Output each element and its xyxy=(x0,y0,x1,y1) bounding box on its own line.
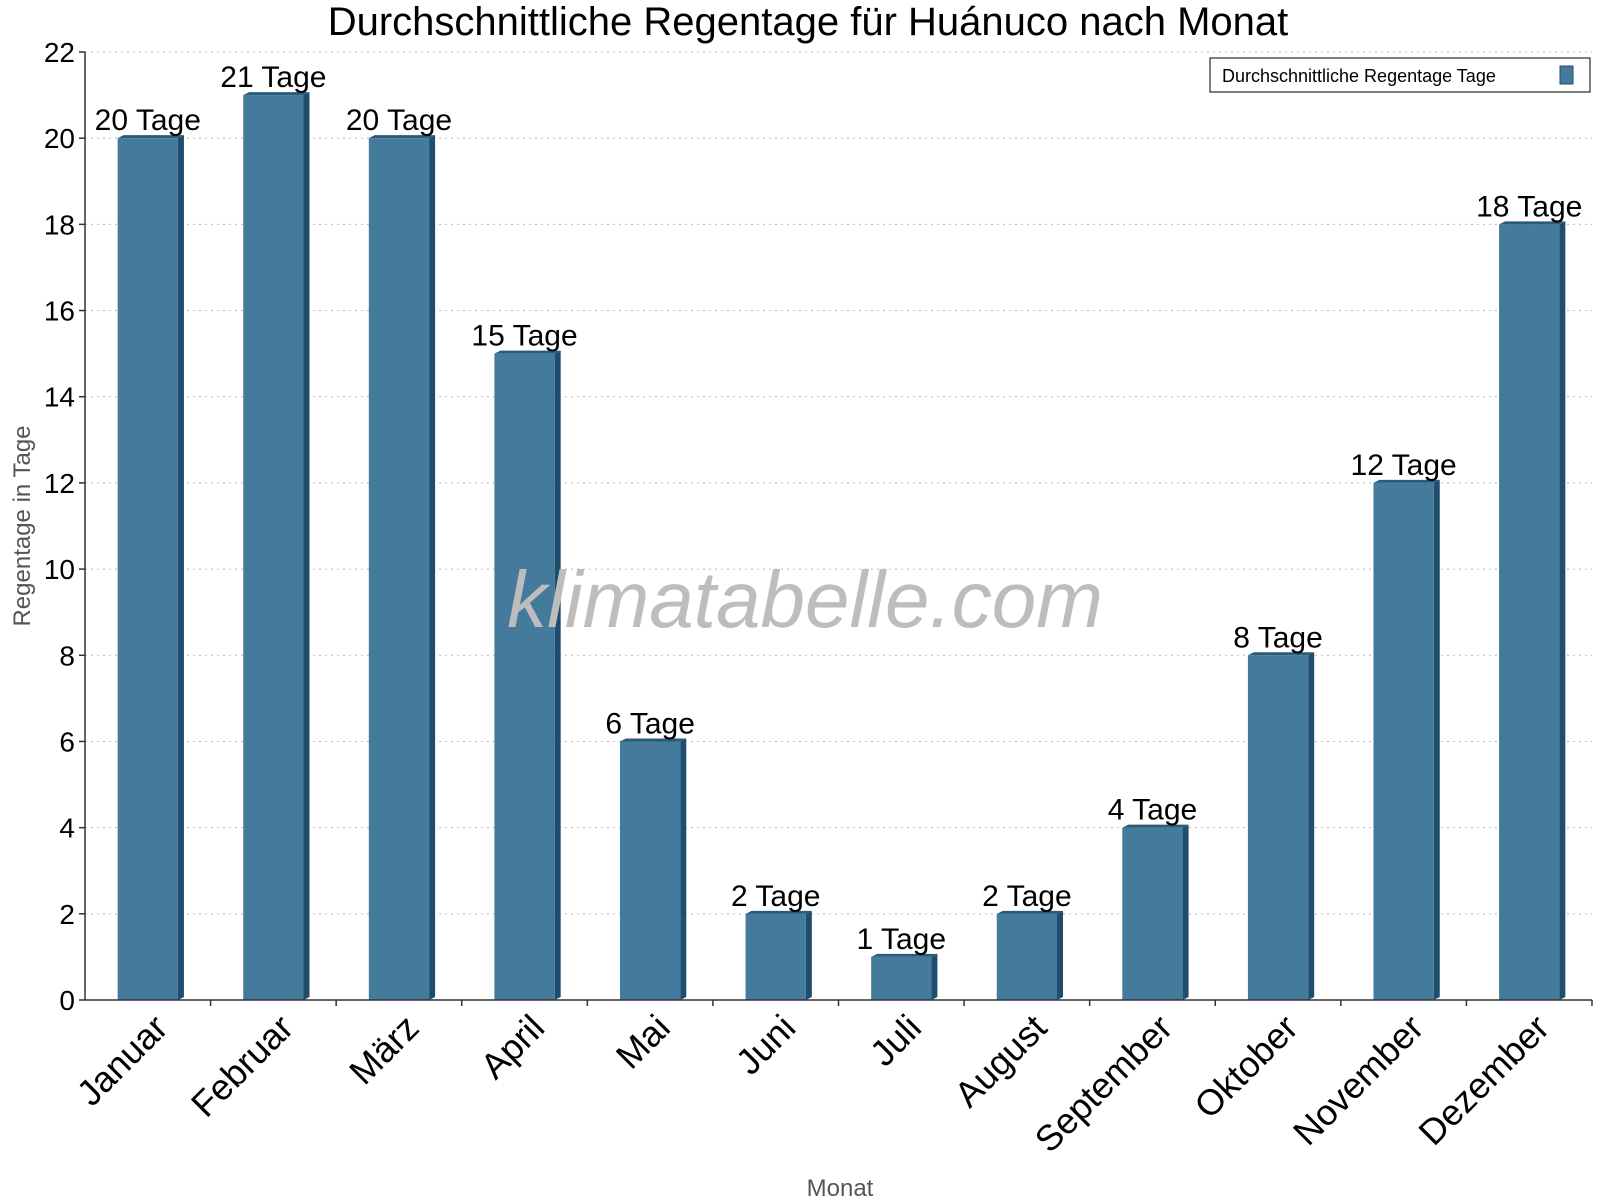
legend-label: Durchschnittliche Regentage Tage xyxy=(1222,66,1496,86)
y-tick-label: 0 xyxy=(59,985,75,1016)
bar-top xyxy=(1247,652,1315,656)
data-label: 15 Tage xyxy=(471,320,577,353)
y-tick-label: 2 xyxy=(59,899,75,930)
bar-side xyxy=(1182,824,1189,1000)
bar-face xyxy=(368,138,430,1000)
x-tick-label: September xyxy=(1027,1007,1181,1161)
bars xyxy=(117,92,1566,1001)
x-axis-ticks: Januar Februar März April Mai Juni Juli AugustS… xyxy=(69,1000,1593,1161)
y-tick-label: 8 xyxy=(59,640,75,671)
bar xyxy=(1122,824,1189,1000)
bar-side xyxy=(429,135,436,1000)
bar xyxy=(1373,479,1440,1001)
y-tick-label: 14 xyxy=(44,382,75,413)
chart-title: Durchschnittliche Regentage für Huánuco … xyxy=(328,0,1289,44)
bar-top xyxy=(117,135,184,139)
bar-side xyxy=(1433,479,1440,1001)
data-label: 12 Tage xyxy=(1351,449,1457,482)
bar-top xyxy=(619,738,687,742)
bar-face xyxy=(117,138,178,1000)
data-label: 21 Tage xyxy=(220,61,326,94)
bar-face xyxy=(243,95,304,1000)
x-tick-label: Dezember xyxy=(1410,1007,1556,1153)
bar-side xyxy=(1308,652,1315,1000)
bar-side xyxy=(931,953,938,1000)
x-tick-label: Juni xyxy=(728,1007,804,1083)
bar-side xyxy=(177,135,184,1000)
bar xyxy=(494,350,561,1000)
data-label: 18 Tage xyxy=(1476,190,1582,223)
bar-top xyxy=(745,910,812,914)
bar-face xyxy=(1373,482,1434,1001)
data-label: 8 Tage xyxy=(1233,621,1323,654)
bar xyxy=(619,738,687,1000)
bar xyxy=(1499,221,1566,1000)
bar-side xyxy=(554,350,561,1000)
bar xyxy=(745,910,812,1000)
y-tick-label: 20 xyxy=(44,123,75,154)
bar-side xyxy=(805,910,812,1000)
bar-side xyxy=(303,92,310,1000)
bar xyxy=(117,135,184,1000)
y-axis-label: Regentage in Tage xyxy=(9,425,36,626)
bar xyxy=(1247,652,1315,1000)
x-tick-label: März xyxy=(341,1007,427,1093)
bar-top xyxy=(1499,221,1566,225)
data-label: 4 Tage xyxy=(1108,794,1198,827)
bar xyxy=(871,953,938,1000)
y-tick-label: 10 xyxy=(44,554,75,585)
bar-side xyxy=(1559,221,1566,1000)
legend-box xyxy=(1209,57,1591,93)
data-label: 20 Tage xyxy=(95,104,201,137)
bar-face xyxy=(996,913,1058,1000)
bar-side xyxy=(1057,910,1064,1000)
bar-face xyxy=(871,956,932,1000)
bar xyxy=(243,92,310,1000)
data-label: 1 Tage xyxy=(857,923,947,956)
bar-top xyxy=(871,953,938,957)
bar xyxy=(996,910,1064,1000)
data-label: 2 Tage xyxy=(731,880,821,913)
legend-swatch xyxy=(1559,65,1574,85)
bar xyxy=(368,135,436,1000)
legend: Durchschnittliche Regentage Tage xyxy=(1209,57,1591,93)
bar-top xyxy=(996,910,1064,914)
x-tick-label: Juli xyxy=(862,1007,929,1074)
x-tick-label: November xyxy=(1285,1007,1431,1153)
bar-face xyxy=(1122,827,1183,1000)
x-axis-label: Monat xyxy=(807,1175,874,1200)
bar-top xyxy=(1373,479,1440,483)
bar-side xyxy=(680,738,687,1000)
y-tick-label: 16 xyxy=(44,296,75,327)
y-tick-label: 12 xyxy=(44,468,75,499)
bar-top xyxy=(368,135,436,139)
bar-face xyxy=(1247,655,1309,1000)
bar-top xyxy=(494,350,561,354)
x-tick-label: Februar xyxy=(183,1007,301,1125)
x-tick-label: Mai xyxy=(608,1007,678,1077)
data-label: 6 Tage xyxy=(605,707,695,740)
y-tick-label: 6 xyxy=(59,726,75,757)
y-tick-label: 4 xyxy=(59,813,75,844)
x-tick-label: Januar xyxy=(69,1007,176,1114)
watermark: klimatabelle.com xyxy=(507,555,1103,644)
bar-face xyxy=(1499,224,1560,1000)
bar-top xyxy=(1122,824,1189,828)
data-label: 20 Tage xyxy=(346,104,452,137)
x-tick-label: Oktober xyxy=(1186,1007,1306,1127)
y-tick-label: 18 xyxy=(44,209,75,240)
bar-face xyxy=(745,913,806,1000)
data-labels: 20 Tage 21 Tage 20 Tage 15 Tage 6 Tage 2 Tage… xyxy=(95,61,1583,956)
y-tick-label: 22 xyxy=(44,37,75,68)
y-axis-ticks: 0 2 4 6 8 10 12 14 16 18 20 22 xyxy=(44,37,85,1016)
bar-top xyxy=(243,92,310,96)
x-tick-label: April xyxy=(472,1007,552,1087)
bar-face xyxy=(494,353,555,1000)
x-tick-label: August xyxy=(946,1007,1054,1115)
grid-lines xyxy=(85,51,1592,915)
data-label: 2 Tage xyxy=(982,880,1072,913)
bar-face xyxy=(619,741,681,1000)
